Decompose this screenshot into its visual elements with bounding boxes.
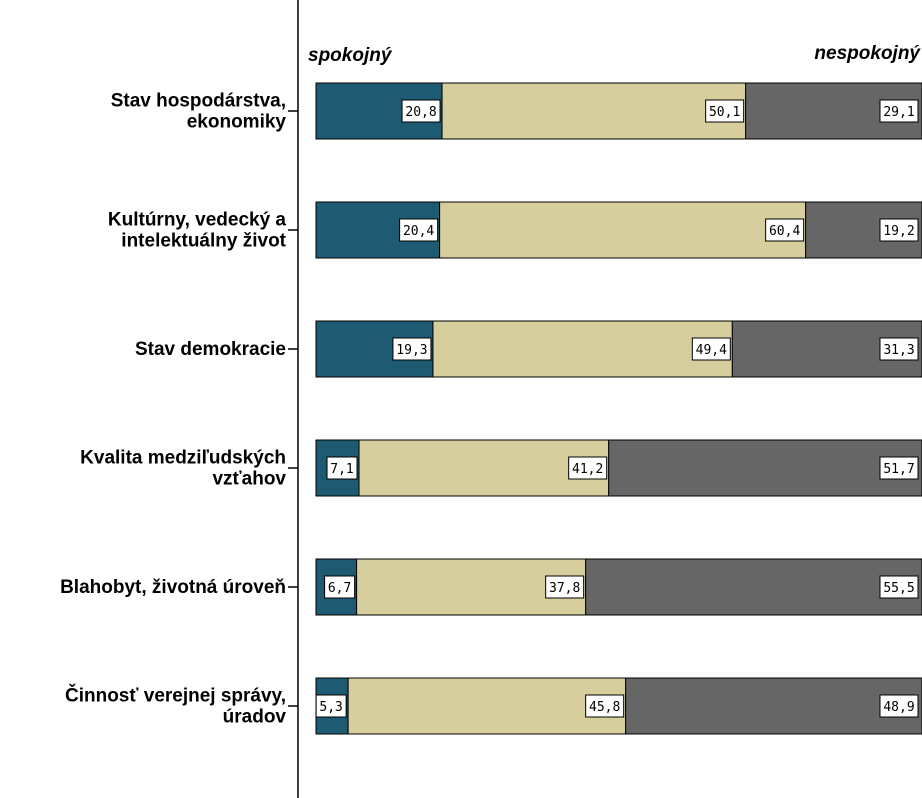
category-label: Blahobyt, životná úroveň <box>60 577 286 598</box>
value-label-box <box>879 218 919 242</box>
value-label: 37,8 <box>549 581 580 596</box>
right-end-label: nespokojný <box>814 43 921 64</box>
value-label: 19,3 <box>396 343 427 358</box>
value-label: 49,4 <box>696 343 727 358</box>
value-label: 45,8 <box>589 700 620 715</box>
value-label: 41,2 <box>572 462 603 477</box>
category-label: Kultúrny, vedecký a <box>108 210 287 231</box>
bar-segment <box>625 677 922 735</box>
value-label: 19,2 <box>883 224 914 239</box>
category-label: Kvalita medziľudských <box>80 448 286 469</box>
category-label: intelektuálny život <box>121 231 286 252</box>
value-label-box <box>691 337 731 361</box>
value-label: 50,1 <box>709 105 740 120</box>
value-label-box <box>392 337 432 361</box>
value-label-box <box>879 99 919 123</box>
value-label: 20,8 <box>405 105 436 120</box>
value-label-box <box>705 99 745 123</box>
value-label-box <box>879 337 919 361</box>
value-label: 48,9 <box>883 700 914 715</box>
category-label: Stav demokracie <box>135 339 286 360</box>
bar-segment <box>441 82 747 140</box>
value-label-box <box>879 456 919 480</box>
value-label-box <box>324 575 356 599</box>
value-label-box <box>326 456 358 480</box>
bar-segment <box>432 320 733 378</box>
category-label: úradov <box>223 707 287 728</box>
value-label-box <box>315 694 347 718</box>
value-label: 51,7 <box>883 462 914 477</box>
value-label: 29,1 <box>883 105 914 120</box>
value-label-box <box>765 218 805 242</box>
category-label: ekonomiky <box>187 112 287 133</box>
value-label: 20,4 <box>403 224 434 239</box>
value-label: 60,4 <box>769 224 800 239</box>
category-label: Činnosť verejnej správy, <box>65 685 286 707</box>
category-label: Stav hospodárstva, <box>111 91 286 112</box>
value-label-box <box>399 218 439 242</box>
bar-segment <box>585 558 922 616</box>
bars-layer: Stav hospodárstva,ekonomiky 20,8 50,1 29,1 K… <box>60 82 922 735</box>
bar-segment <box>608 439 922 497</box>
left-end-label: spokojný <box>308 45 393 66</box>
category-label: vzťahov <box>212 469 286 490</box>
value-label-box <box>585 694 625 718</box>
bar-segment <box>347 677 627 735</box>
value-label: 31,3 <box>883 343 914 358</box>
value-label: 5,3 <box>319 700 342 715</box>
value-label: 6,7 <box>328 581 351 596</box>
value-label-box <box>879 575 919 599</box>
value-label: 7,1 <box>330 462 353 477</box>
value-label-box <box>545 575 585 599</box>
value-label-box <box>879 694 919 718</box>
value-label-box <box>568 456 608 480</box>
value-label-box <box>401 99 441 123</box>
bar-segment <box>439 201 807 259</box>
value-label: 55,5 <box>883 581 914 596</box>
